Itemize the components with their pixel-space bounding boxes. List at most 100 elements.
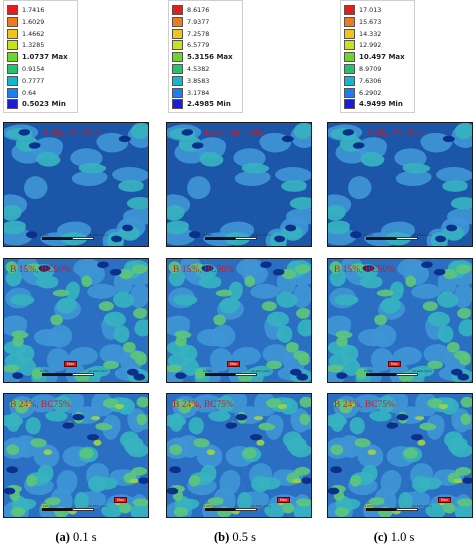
legend-row: 4.9499 Min (344, 99, 414, 110)
stress-region (427, 311, 451, 327)
stress-region (299, 396, 311, 408)
stress-region (257, 477, 281, 490)
stress-region (299, 413, 311, 426)
stress-region (293, 123, 311, 140)
legend-value: 14.332 (359, 29, 382, 38)
stress-region (276, 325, 293, 343)
stress-region (460, 413, 472, 426)
stress-region (131, 264, 148, 274)
stress-region (189, 263, 205, 272)
stress-region (4, 220, 26, 235)
stress-region (6, 444, 20, 456)
stress-region (103, 398, 119, 409)
stress-region (456, 498, 472, 507)
low-stress-region (169, 466, 181, 474)
stress-region (4, 364, 20, 373)
contour-plot (328, 394, 472, 517)
scale-label-start: 0.000 (364, 233, 373, 237)
stress-region (168, 261, 181, 274)
scale-label-start: 0.000 (40, 504, 49, 508)
legend-value: 10.497 Max (359, 53, 405, 62)
legend-swatch (7, 16, 18, 27)
stress-region (241, 162, 270, 174)
stress-region (342, 357, 361, 376)
stress-region (118, 180, 144, 192)
stress-region (264, 503, 285, 517)
stress-region (292, 350, 310, 361)
max-marker: Max (277, 497, 290, 503)
legend-swatch (172, 87, 183, 98)
legend-value: 7.6306 (359, 76, 382, 85)
legend-swatch (7, 28, 18, 39)
scale-bar (42, 237, 72, 240)
scale-label-end: 10.000 (mm) (251, 504, 271, 508)
stress-region (250, 283, 280, 299)
stress-region (380, 297, 401, 314)
contour-panel: B 4%, BC 33% 0.000 10.000 (mm) (166, 122, 312, 247)
legend-swatch (344, 5, 355, 15)
low-stress-region (274, 235, 286, 243)
stress-region (460, 396, 472, 408)
stress-region (369, 410, 392, 422)
scale-label-end: 10.000 (mm) (88, 369, 108, 373)
legend-value: 0.7777 (22, 76, 45, 85)
scale-bar (205, 237, 235, 240)
stress-region (237, 491, 252, 510)
stress-region (443, 502, 456, 514)
stress-region (266, 398, 282, 409)
scale-label-start: 0.000 (203, 369, 212, 373)
stress-region (23, 401, 32, 408)
stress-region (196, 329, 228, 347)
low-stress-region (462, 477, 472, 484)
stress-region (87, 283, 117, 299)
low-stress-region (386, 422, 399, 429)
legend-value: 0.64 (22, 88, 37, 97)
stress-region (56, 470, 78, 496)
stress-region (35, 275, 59, 289)
panel-label: B 4%, BC 33% (366, 129, 425, 139)
stress-region (44, 497, 61, 506)
legend-swatch (172, 75, 183, 86)
stress-region (194, 368, 206, 380)
legend-row: 6.5779 (172, 40, 242, 51)
low-stress-region (272, 268, 285, 276)
stress-region (370, 348, 394, 372)
panel-label: B 24%, BC75% (334, 400, 395, 410)
legend-row: 10.497 Max (344, 52, 414, 63)
stress-region (187, 176, 211, 200)
stress-region (25, 475, 38, 487)
scale-label-start: 0.000 (364, 504, 373, 508)
stress-region (68, 346, 98, 366)
panel-label: B 15%, BC50% (173, 265, 234, 275)
stress-region (167, 220, 189, 235)
contour-plot (4, 259, 148, 382)
legend-row: 0.7777 (7, 75, 77, 86)
low-stress-region (342, 129, 355, 136)
legend-swatch (172, 99, 183, 110)
stress-region (258, 422, 276, 431)
stress-region (402, 162, 431, 174)
legend-row: 8.9709 (344, 64, 414, 74)
low-stress-region (296, 373, 309, 381)
stress-region (363, 503, 374, 509)
stress-region (5, 261, 18, 274)
stress-region (12, 335, 24, 347)
stress-region (374, 314, 387, 326)
stress-region (130, 123, 148, 140)
scale-label-end: 10.000 (mm) (251, 369, 271, 373)
stress-region (336, 335, 348, 347)
low-stress-region (6, 466, 18, 474)
stress-region (294, 264, 311, 274)
stress-region (329, 268, 346, 287)
legend-value: 3.1784 (187, 88, 210, 97)
legend-swatch (7, 99, 18, 110)
stress-region (454, 283, 472, 309)
legend-swatch (172, 52, 183, 63)
stress-region (368, 497, 385, 506)
legend-value: 2.4985 Min (187, 100, 231, 109)
stress-region (188, 417, 204, 435)
stress-region (289, 196, 311, 210)
stress-region (418, 477, 442, 490)
stress-region (367, 449, 377, 456)
low-stress-region (28, 142, 41, 149)
